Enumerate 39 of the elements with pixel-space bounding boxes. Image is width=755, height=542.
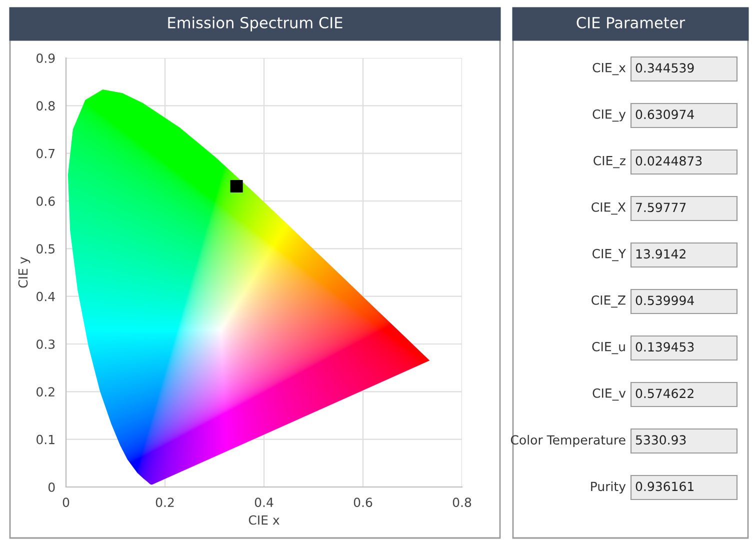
y-tick-label: 0.3 (36, 339, 55, 349)
y-tick-label: 0.2 (36, 387, 54, 397)
x-tick-label: 0.2 (156, 498, 174, 508)
y-tick-label: 0.9 (36, 53, 55, 63)
text: 0.539994 (636, 296, 694, 306)
x-tick-label: 0.4 (254, 498, 274, 508)
chart-title: Emission Spectrum CIE (168, 16, 342, 32)
y-tick-label: 0.4 (36, 292, 55, 302)
y-tick-label: 0.8 (36, 101, 55, 111)
text: CIE_u (592, 342, 625, 354)
y-axis-title: CIE y (18, 257, 30, 288)
text: CIE_Z (592, 295, 626, 308)
text: Color Temperature (510, 434, 626, 448)
y-tick-label: 0 (48, 482, 55, 492)
y-tick-label: 0.6 (36, 196, 55, 206)
y-tick-label: 0.1 (36, 434, 54, 444)
text: Purity (591, 481, 626, 494)
text: CIE_x (592, 62, 626, 76)
text: 0.574622 (636, 388, 694, 398)
text: 0.344539 (636, 63, 694, 73)
text: 7.59777 (636, 202, 686, 212)
x-axis-title: CIE x (248, 515, 280, 525)
x-tick-label: 0.8 (452, 498, 472, 508)
text: CIE Parameter (576, 16, 686, 28)
text: CIE_v (592, 388, 626, 401)
x-tick-label: 0.6 (354, 498, 372, 508)
y-tick-label: 0.7 (36, 148, 55, 158)
text: 0.936161 (636, 482, 694, 492)
text: 5330.93 (636, 435, 686, 445)
y-tick-label: 0.5 (36, 244, 54, 254)
x-tick-label: 0 (62, 498, 70, 508)
text: 0.630974 (636, 110, 694, 120)
text: CIE_Y (592, 248, 626, 262)
text: CIE_X (592, 202, 626, 215)
text: 13.9142 (636, 249, 686, 259)
text: CIE_z (594, 156, 626, 168)
text: 0.139453 (636, 342, 694, 352)
text: CIE_y (592, 109, 626, 122)
text: 0.0244873 (636, 156, 702, 166)
